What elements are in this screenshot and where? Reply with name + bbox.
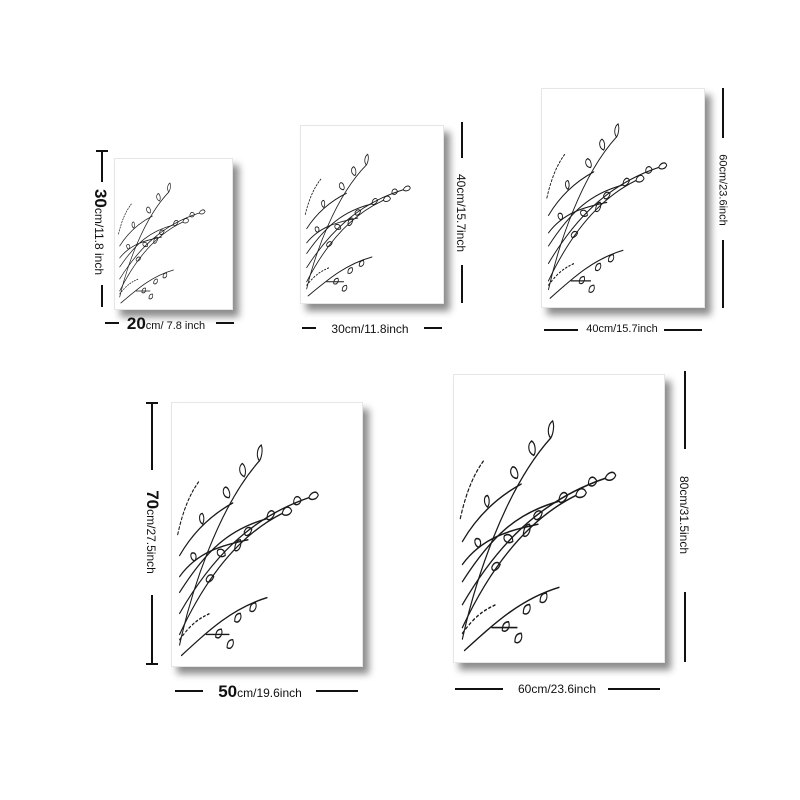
width-dimension-line (424, 327, 442, 329)
canvas-print-40x60 (541, 88, 705, 308)
width-dimension-line (608, 688, 660, 690)
width-label: 50cm/19.6inch (218, 682, 302, 701)
height-label: 80cm/31.5inch (677, 475, 691, 555)
width-label: 60cm/23.6inch (517, 682, 597, 696)
height-label: 30cm/11.8 inch (91, 188, 110, 276)
height-dimension-line (461, 265, 463, 303)
width-dimension-line (664, 329, 702, 331)
botanical-branch-drawing (304, 153, 411, 297)
canvas-print-20x30 (114, 158, 233, 310)
botanical-branch-drawing (459, 420, 617, 652)
height-dimension-line (684, 592, 686, 662)
height-dimension-line (722, 88, 724, 138)
canvas-print-60x80 (453, 374, 665, 663)
width-dimension-line (216, 322, 234, 324)
botanical-branch-drawing (176, 444, 320, 657)
width-dimension-line (302, 327, 316, 329)
width-dimension-line (544, 329, 578, 331)
height-dimension-line (722, 240, 724, 308)
width-dimension-line (105, 322, 119, 324)
canvas-print-50x70 (171, 402, 363, 667)
canvas-print-30x40 (300, 125, 444, 304)
height-label: 70cm/27.5inch (143, 490, 162, 574)
height-label: 40cm/15.7inch (454, 173, 468, 253)
height-dimension-line (151, 402, 153, 470)
width-dimension-line (175, 690, 203, 692)
height-dimension-line (101, 150, 103, 182)
height-dimension-line (151, 595, 153, 665)
height-label: 60cm/23.6inch (716, 154, 729, 226)
botanical-branch-drawing (546, 123, 668, 299)
height-dimension-line (101, 285, 103, 307)
height-dimension-line (684, 371, 686, 449)
width-label: 20cm/ 7.8 inch (126, 314, 206, 333)
width-label: 40cm/15.7inch (586, 323, 658, 335)
width-label: 30cm/11.8inch (331, 322, 409, 336)
width-dimension-line (455, 688, 503, 690)
botanical-branch-drawing (118, 182, 206, 304)
width-dimension-line (316, 690, 358, 692)
height-dimension-line (461, 122, 463, 158)
height-dimension-line (146, 663, 158, 665)
